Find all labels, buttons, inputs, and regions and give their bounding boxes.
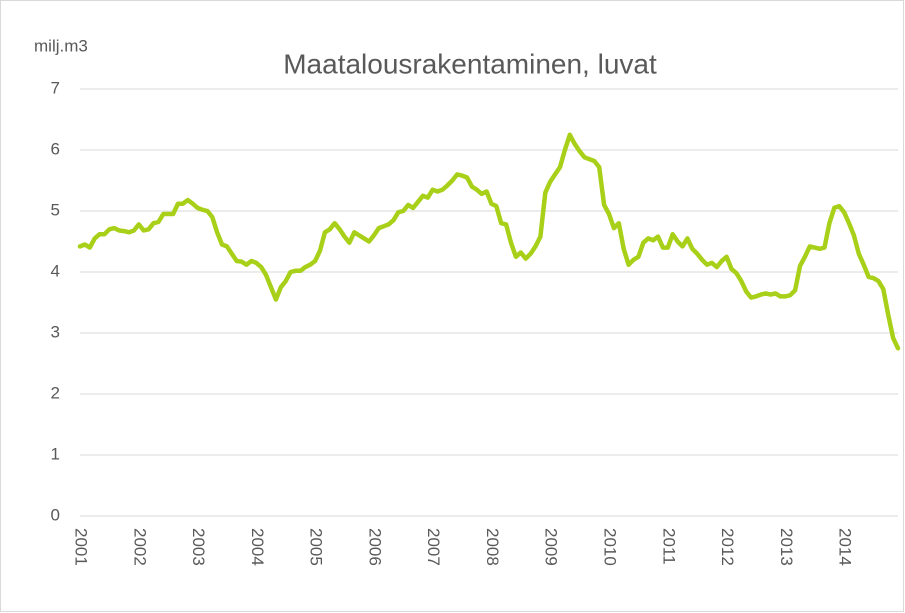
y-axis-label: milj.m3 <box>34 36 88 55</box>
x-tick-label: 2008 <box>483 528 502 566</box>
x-tick-label: 2002 <box>130 528 149 566</box>
x-tick-label: 2006 <box>365 528 384 566</box>
x-tick-label: 2012 <box>718 528 737 566</box>
y-tick-label: 4 <box>51 261 60 280</box>
y-tick-label: 3 <box>51 322 60 341</box>
x-tick-label: 2009 <box>542 528 561 566</box>
y-tick-label: 1 <box>51 444 60 463</box>
chart-title: Maatalousrakentaminen, luvat <box>283 48 657 79</box>
y-tick-label: 7 <box>51 78 60 97</box>
x-tick-label: 2011 <box>659 528 678 565</box>
x-tick-label: 2007 <box>424 528 443 566</box>
data-line <box>77 132 901 351</box>
x-tick-label: 2003 <box>189 528 208 566</box>
x-tick-label: 2005 <box>307 528 326 566</box>
x-tick-label: 2001 <box>72 528 91 566</box>
x-tick-label: 2013 <box>777 528 796 566</box>
y-tick-label: 2 <box>51 383 60 402</box>
x-tick-label: 2010 <box>601 528 620 566</box>
y-tick-label: 5 <box>51 200 60 219</box>
y-tick-label: 6 <box>51 139 60 158</box>
x-tick-label: 2004 <box>248 528 267 566</box>
x-tick-label: 2014 <box>836 528 855 566</box>
y-tick-label: 0 <box>51 505 60 524</box>
